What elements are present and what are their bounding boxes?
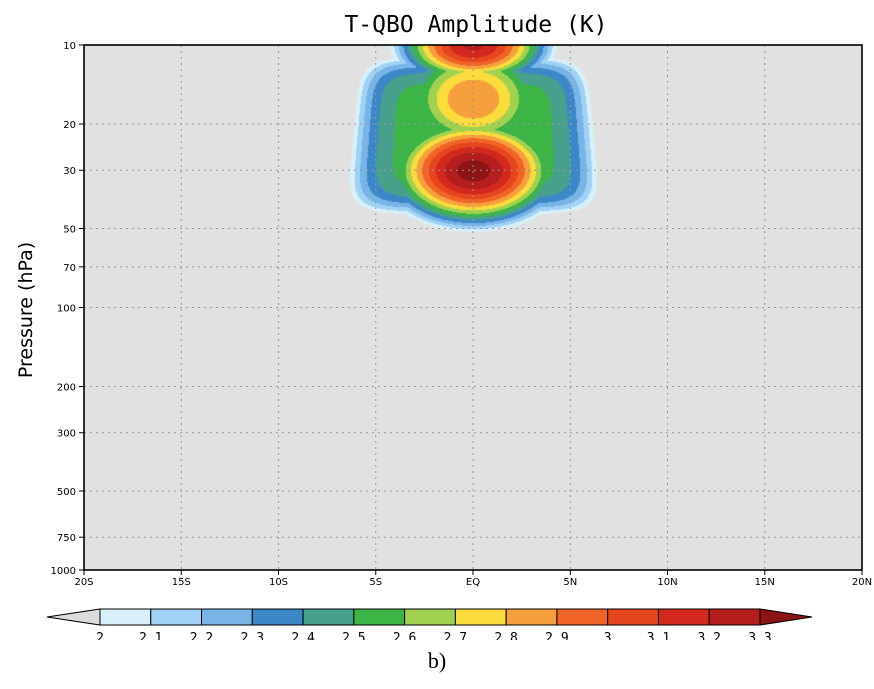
x-tick-label: 20N	[852, 577, 872, 588]
y-axis-label: Pressure (hPa)	[15, 242, 37, 378]
y-tick-label: 50	[63, 224, 76, 235]
x-tick-label: 20S	[74, 577, 93, 588]
y-tick-label: 100	[57, 304, 76, 315]
colorbar-label: 3.1	[647, 631, 670, 640]
y-tick-label: 200	[57, 383, 76, 394]
x-tick-label: 5N	[563, 577, 577, 588]
colorbar-label: 2.4	[291, 631, 315, 640]
colorbar-label: 3.2	[697, 631, 720, 640]
colorbar-high-arrow	[759, 608, 813, 626]
figure-caption: b)	[427, 648, 447, 673]
y-tick-label: 30	[63, 166, 76, 177]
colorbar: 2 2.1 2.2 2.3 2.4 2.5 2.6 2.7 2.8 2.9 3 3.1 3.2 3.3	[46, 608, 813, 640]
x-tick-label: 10S	[269, 577, 288, 588]
colorbar-swatch	[657, 608, 710, 626]
x-tick-label: 5S	[369, 577, 382, 588]
colorbar-label: 2	[96, 631, 104, 640]
contour-figure: T-QBO Amplitude (K) 10 20 30 50 70 100 200 300 5…	[15, 12, 873, 640]
colorbar-swatch	[708, 608, 761, 626]
colorbar-label: 2.1	[139, 631, 162, 640]
colorbar-label: 2.8	[494, 631, 517, 640]
colorbar-swatch	[302, 608, 355, 626]
colorbar-low-arrow	[46, 608, 101, 626]
colorbar-label: 2.3	[241, 631, 264, 640]
colorbar-swatch	[251, 608, 304, 626]
colorbar-label: 3.3	[748, 631, 771, 640]
colorbar-swatch	[201, 608, 253, 626]
y-tick-label: 1000	[51, 566, 76, 577]
colorbar-swatch	[505, 608, 558, 626]
y-tick-label: 20	[63, 120, 76, 131]
colorbar-swatch	[353, 608, 406, 626]
chart-title: T-QBO Amplitude (K)	[344, 12, 607, 38]
colorbar-swatch	[99, 608, 152, 626]
y-tick-label: 10	[63, 41, 76, 52]
colorbar-swatch	[404, 608, 456, 626]
gridlines	[84, 45, 862, 570]
colorbar-label: 2.2	[190, 631, 213, 640]
colorbar-swatch	[607, 608, 659, 626]
colorbar-label: 2.5	[342, 631, 365, 640]
colorbar-swatch	[150, 608, 203, 626]
colorbar-swatch	[556, 608, 609, 626]
y-tick-label: 500	[57, 487, 76, 498]
colorbar-label: 2.7	[444, 631, 467, 640]
x-tick-label: 15S	[172, 577, 191, 588]
y-tick-label: 750	[57, 533, 76, 544]
y-tick-label: 300	[57, 429, 76, 440]
colorbar-swatch	[454, 608, 507, 626]
x-tick-label: 10N	[657, 577, 677, 588]
colorbar-label: 2.6	[393, 631, 416, 640]
x-tick-label: EQ	[466, 577, 480, 588]
y-tick-label: 70	[63, 263, 76, 274]
colorbar-label: 2.9	[545, 631, 568, 640]
x-tick-label: 15N	[755, 577, 775, 588]
colorbar-label: 3	[604, 631, 612, 640]
